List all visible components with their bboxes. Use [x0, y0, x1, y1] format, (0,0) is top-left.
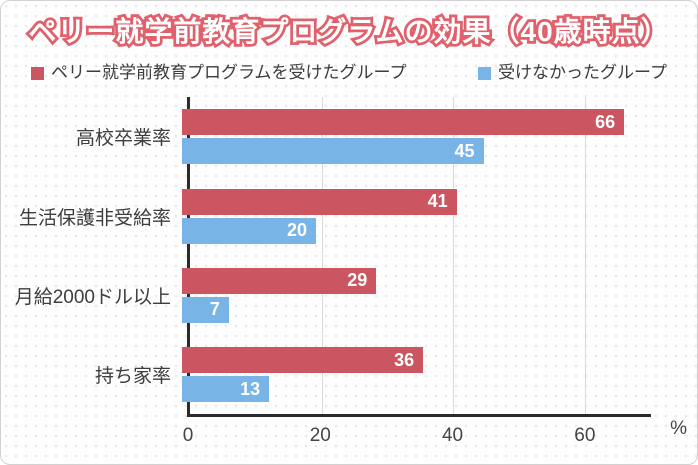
bar-pair: 36 13	[182, 347, 651, 402]
legend-swatch-control-icon	[478, 67, 492, 81]
chart-row: 持ち家率 36 13	[1, 347, 651, 402]
legend-label-control: 受けなかったグループ	[498, 63, 667, 83]
bar-chart: 高校卒業率 66 45 生活保護非受給率 41 20 月給2000ドル以上 29 7 持ち家率 36…	[1, 97, 651, 418]
bar-control: 20	[182, 217, 316, 244]
bar-control: 45	[182, 138, 484, 165]
gridline-60	[585, 97, 587, 415]
bar-control: 7	[182, 296, 229, 323]
bar-control: 13	[182, 376, 270, 402]
bar-value-label: 20	[286, 220, 307, 240]
bar-value-label: 13	[240, 378, 261, 399]
bar-pair: 41 20	[182, 188, 651, 244]
bar-treated: 41	[182, 188, 457, 215]
bar-pair: 66 45	[182, 109, 651, 165]
category-label: 高校卒業率	[75, 128, 171, 150]
bar-pair: 29 7	[182, 267, 651, 323]
chart-axes	[187, 97, 651, 418]
gridline-20	[321, 97, 323, 415]
category-label: 生活保護非受給率	[18, 207, 171, 229]
legend: ペリー就学前教育プログラムを受けたグループ 受けなかったグループ	[1, 62, 697, 85]
legend-item-control: 受けなかったグループ	[478, 62, 667, 85]
gridline-40	[453, 97, 455, 415]
bar-value-label: 29	[347, 270, 368, 291]
x-tick-label-0: 0	[182, 425, 194, 447]
bar-treated: 66	[182, 109, 625, 136]
category-label: 持ち家率	[94, 366, 171, 387]
bar-value-label: 66	[595, 111, 616, 132]
legend-swatch-treated-icon	[31, 67, 44, 81]
bar-value-label: 45	[454, 140, 475, 161]
legend-item-treated: ペリー就学前教育プログラムを受けたグループ	[31, 62, 406, 85]
chart-row: 生活保護非受給率 41 20	[1, 188, 651, 244]
bar-value-label: 7	[209, 299, 220, 320]
bar-value-label: 36	[394, 349, 415, 370]
category-label: 月給2000ドル以上	[14, 286, 171, 308]
x-tick-label-40: 40	[441, 425, 464, 447]
bar-treated: 29	[182, 267, 377, 294]
chart-row: 月給2000ドル以上 29 7	[1, 267, 651, 323]
x-tick-label-60: 60	[574, 425, 596, 447]
bar-treated: 36	[182, 347, 424, 373]
x-tick-label-20: 20	[309, 425, 331, 447]
x-axis: % 0 20 40 60	[183, 417, 687, 455]
bar-value-label: 41	[427, 191, 448, 211]
chart-row: 高校卒業率 66 45	[1, 109, 651, 165]
legend-label-treated: ペリー就学前教育プログラムを受けたグループ	[51, 63, 407, 83]
x-axis-unit-label: %	[670, 418, 687, 440]
chart-rows: 高校卒業率 66 45 生活保護非受給率 41 20 月給2000ドル以上 29 7 持ち家率 36…	[1, 97, 651, 414]
chart-title: ペリー就学前教育プログラムの効果（40歳時点）	[26, 13, 672, 50]
